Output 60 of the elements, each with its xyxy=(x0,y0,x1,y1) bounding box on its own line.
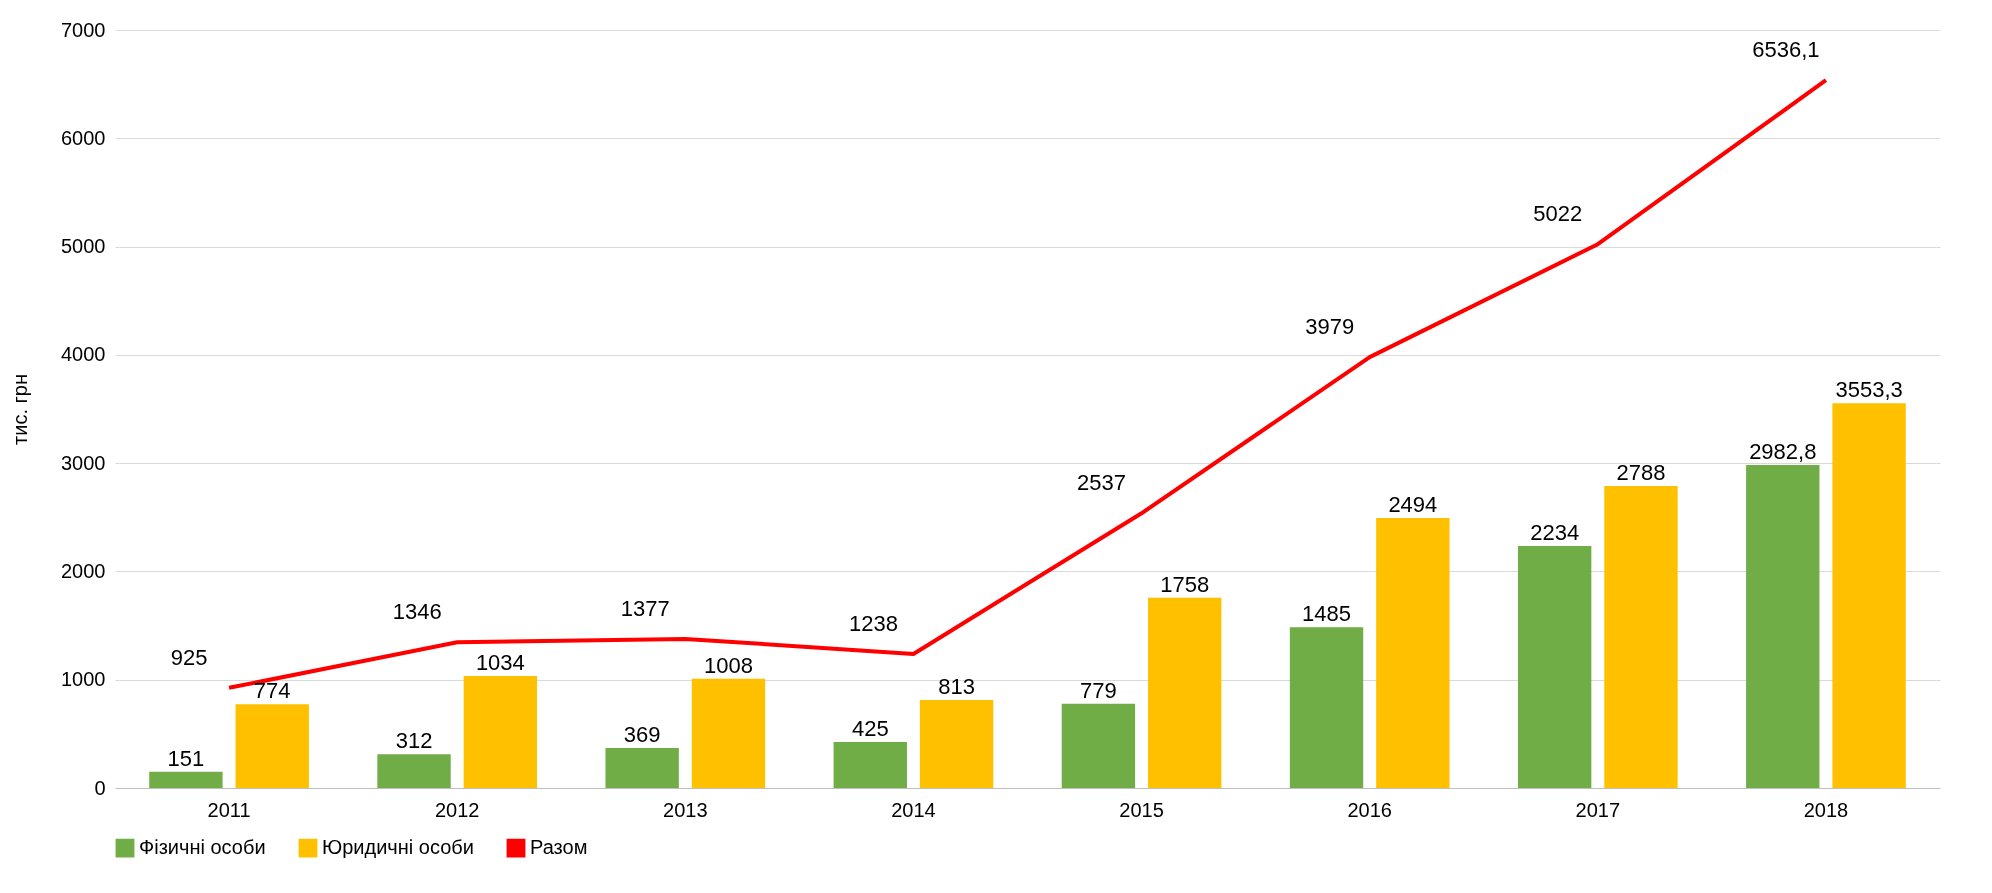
bar xyxy=(1517,546,1592,788)
bar xyxy=(1832,403,1906,788)
y-tick-label: 6000 xyxy=(61,126,106,149)
data-label: 2788 xyxy=(1616,460,1666,486)
bar xyxy=(1289,627,1364,788)
bar xyxy=(1376,517,1450,788)
y-tick-label: 1000 xyxy=(61,668,106,691)
x-tick-label: 2014 xyxy=(891,798,936,821)
data-label: 312 xyxy=(395,728,433,754)
data-label: 425 xyxy=(851,715,889,741)
data-label: 151 xyxy=(167,745,205,771)
x-tick-label: 2018 xyxy=(1803,798,1849,821)
x-tick-label: 2013 xyxy=(663,798,708,821)
data-label: 3553,3 xyxy=(1835,377,1903,403)
data-label: 6536,1 xyxy=(1752,37,1820,63)
legend-label: Фізичні особи xyxy=(139,836,266,859)
data-label: 2494 xyxy=(1388,491,1438,517)
bar xyxy=(605,748,679,788)
data-label: 1758 xyxy=(1160,571,1210,597)
y-tick-label: 5000 xyxy=(61,235,106,258)
bar xyxy=(691,678,766,788)
bar xyxy=(919,699,994,788)
x-tick-label: 2012 xyxy=(434,798,480,821)
data-label: 1034 xyxy=(475,650,525,676)
data-label: 1346 xyxy=(392,599,442,625)
data-label: 5022 xyxy=(1533,201,1583,227)
bar xyxy=(1148,597,1222,788)
y-tick-label: 0 xyxy=(94,776,106,799)
legend-label: Разом xyxy=(530,836,588,859)
data-label: 779 xyxy=(1080,677,1117,703)
bar xyxy=(235,704,309,788)
data-label: 774 xyxy=(253,678,291,704)
y-tick-label: 2000 xyxy=(61,559,106,582)
x-tick-label: 2017 xyxy=(1575,798,1621,821)
bar xyxy=(149,771,223,788)
bar xyxy=(463,676,538,788)
bar xyxy=(1061,703,1136,788)
y-tick-label: 7000 xyxy=(61,18,106,41)
bar xyxy=(1604,486,1678,788)
data-label: 1485 xyxy=(1302,601,1352,627)
data-label: 2982,8 xyxy=(1749,439,1817,465)
legend-label: Юридичні особи xyxy=(322,836,474,859)
y-tick-label: 3000 xyxy=(61,451,106,474)
y-tick-label: 4000 xyxy=(61,343,106,366)
data-label: 813 xyxy=(938,673,975,699)
data-label: 2537 xyxy=(1077,470,1127,496)
bar xyxy=(833,741,907,788)
x-tick-label: 2015 xyxy=(1119,798,1164,821)
y-axis-title: тис. грн xyxy=(9,374,32,445)
bar xyxy=(377,754,451,788)
data-label: 925 xyxy=(170,644,208,670)
data-label: 1008 xyxy=(703,652,753,678)
x-tick-label: 2011 xyxy=(207,798,251,821)
x-tick-label: 2016 xyxy=(1347,798,1392,821)
data-label: 1238 xyxy=(848,610,898,636)
data-label: 3979 xyxy=(1305,314,1355,340)
data-label: 1377 xyxy=(620,595,670,621)
bar xyxy=(1746,465,1820,788)
data-label: 2234 xyxy=(1530,520,1580,546)
data-label: 369 xyxy=(623,722,661,748)
